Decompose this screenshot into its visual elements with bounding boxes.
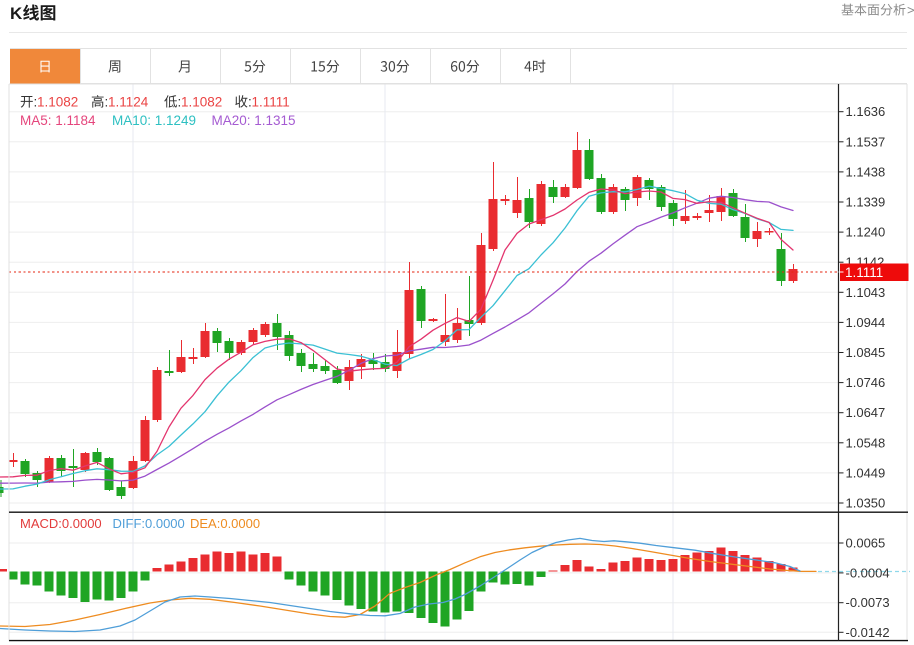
svg-text::: : bbox=[34, 95, 38, 110]
svg-text:1.1082: 1.1082 bbox=[181, 95, 222, 110]
svg-text:MACD:0.0000: MACD:0.0000 bbox=[20, 516, 102, 531]
svg-text:1.1082: 1.1082 bbox=[37, 95, 78, 110]
svg-text:0.0065: 0.0065 bbox=[846, 536, 886, 551]
svg-text:1.0944: 1.0944 bbox=[846, 315, 886, 330]
svg-text:1.1339: 1.1339 bbox=[846, 195, 886, 210]
svg-text:MA20: 1.1315: MA20: 1.1315 bbox=[212, 113, 296, 128]
svg-text:1.0449: 1.0449 bbox=[846, 465, 886, 480]
svg-text:-0.0142: -0.0142 bbox=[846, 625, 890, 640]
svg-text:-0.0004: -0.0004 bbox=[846, 565, 890, 580]
svg-text:1.1636: 1.1636 bbox=[846, 104, 886, 119]
svg-text:1.1111: 1.1111 bbox=[252, 95, 290, 110]
svg-text:1.1111: 1.1111 bbox=[845, 265, 883, 280]
svg-text::: : bbox=[105, 95, 109, 110]
svg-text:1.0746: 1.0746 bbox=[846, 375, 886, 390]
svg-text:1.1043: 1.1043 bbox=[846, 285, 886, 300]
svg-text:1.1438: 1.1438 bbox=[846, 164, 886, 179]
svg-text:1.0845: 1.0845 bbox=[846, 345, 886, 360]
svg-text::: : bbox=[248, 95, 252, 110]
svg-text:MA10: 1.1249: MA10: 1.1249 bbox=[112, 113, 196, 128]
svg-text:1.0350: 1.0350 bbox=[846, 496, 886, 511]
svg-text:MA5: 1.1184: MA5: 1.1184 bbox=[20, 113, 96, 128]
svg-text:K: K bbox=[10, 4, 23, 23]
svg-text:-0.0073: -0.0073 bbox=[846, 595, 890, 610]
svg-text::: : bbox=[178, 95, 182, 110]
svg-text:1.0647: 1.0647 bbox=[846, 405, 886, 420]
svg-text:1.1240: 1.1240 bbox=[846, 225, 886, 240]
svg-text:1.1537: 1.1537 bbox=[846, 134, 886, 149]
svg-text:DIFF:0.0000: DIFF:0.0000 bbox=[113, 516, 185, 531]
svg-text:>: > bbox=[907, 3, 914, 18]
svg-text:1.0548: 1.0548 bbox=[846, 435, 886, 450]
svg-text:1.1124: 1.1124 bbox=[108, 95, 149, 110]
svg-text:DEA:0.0000: DEA:0.0000 bbox=[190, 516, 260, 531]
